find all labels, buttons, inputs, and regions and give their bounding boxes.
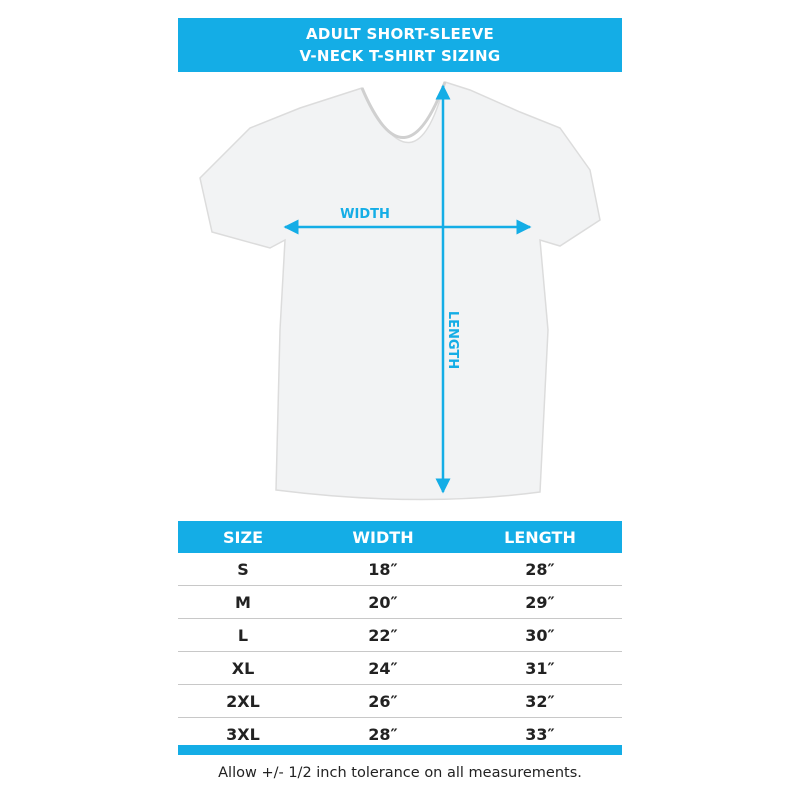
tshirt-diagram: WIDTH LENGTH xyxy=(199,81,601,501)
tolerance-note: Allow +/- 1/2 inch tolerance on all meas… xyxy=(218,765,582,781)
col-size: SIZE xyxy=(222,527,263,547)
title-line-1: ADULT SHORT-SLEEVE xyxy=(305,25,495,43)
width-cell: 22″ xyxy=(368,625,398,645)
col-width: WIDTH xyxy=(352,527,414,547)
width-cell: 20″ xyxy=(368,592,398,612)
size-table: SIZE WIDTH LENGTH S 18″ 28″ M 20″ 29″ L 22″ 30″ X… xyxy=(178,521,622,751)
table-row: S 18″ 28″ xyxy=(178,553,622,586)
width-label: WIDTH xyxy=(340,207,390,222)
length-cell: 30″ xyxy=(525,625,555,645)
table-row: XL 24″ 31″ xyxy=(178,652,622,685)
table-row: M 20″ 29″ xyxy=(178,586,622,619)
width-cell: 28″ xyxy=(368,724,398,744)
table-row: L 22″ 30″ xyxy=(178,619,622,652)
size-cell: L xyxy=(237,625,249,645)
table-header: SIZE WIDTH LENGTH xyxy=(178,521,622,553)
width-cell: 18″ xyxy=(368,559,398,579)
length-cell: 33″ xyxy=(525,724,555,744)
size-cell: 3XL xyxy=(226,724,260,744)
title-banner: ADULT SHORT-SLEEVE V-NECK T-SHIRT SIZING xyxy=(178,18,622,72)
length-cell: 32″ xyxy=(525,691,555,711)
size-cell: M xyxy=(235,592,251,612)
title-line-2: V-NECK T-SHIRT SIZING xyxy=(299,47,501,65)
size-cell: 2XL xyxy=(226,691,260,711)
length-cell: 29″ xyxy=(525,592,555,612)
length-cell: 31″ xyxy=(525,658,555,678)
table-row: 2XL 26″ 32″ xyxy=(178,685,622,718)
tshirt-shape xyxy=(199,81,601,501)
size-cell: XL xyxy=(231,658,255,678)
width-cell: 26″ xyxy=(368,691,398,711)
bottom-bar xyxy=(178,745,622,755)
length-label: LENGTH xyxy=(445,311,460,369)
col-length: LENGTH xyxy=(504,527,576,547)
length-cell: 28″ xyxy=(525,559,555,579)
size-cell: S xyxy=(237,559,249,579)
width-cell: 24″ xyxy=(368,658,398,678)
